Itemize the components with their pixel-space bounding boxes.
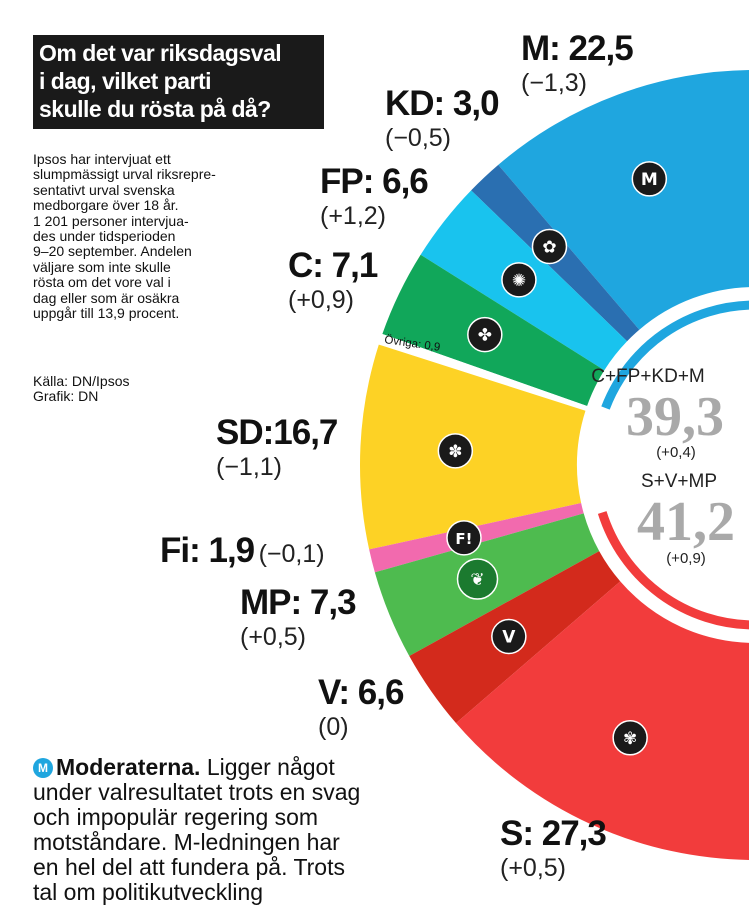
centerpartiet-clover-icon: ✤	[467, 316, 503, 353]
fi-logo-icon: F!	[446, 520, 482, 556]
slice-s	[456, 581, 749, 860]
icon-group: M ✿ ✺ ✤ ✽ F! ❦ V ✾	[437, 161, 668, 756]
party-name: S: 27,3	[500, 814, 607, 853]
party-name: MP: 7,3	[240, 583, 357, 622]
svg-text:✿: ✿	[542, 237, 556, 257]
commentary: M Moderaterna. Ligger något under valresu…	[33, 755, 363, 905]
slice-group	[359, 70, 749, 860]
commentary-text: Ligger något under valresultatet trots e…	[33, 754, 361, 905]
party-name: M: 22,5	[521, 29, 634, 68]
mp-dandelion-logo-icon: ❦	[456, 558, 499, 600]
slice-sd	[359, 344, 586, 550]
party-name: C: 7,1	[288, 246, 378, 285]
bloc-arc-right	[601, 300, 749, 410]
intro-text: Ipsos har intervjuat ett slumpmässigt ur…	[33, 151, 216, 322]
party-name: FP: 6,6	[320, 162, 429, 201]
party-name: KD: 3,0	[385, 84, 500, 123]
moderaterna-badge-icon: M	[33, 758, 53, 778]
bloc-right-value: 39,3	[626, 386, 724, 448]
party-change: (0)	[318, 713, 349, 741]
svg-text:✽: ✽	[448, 442, 462, 462]
commentary-heading: Moderaterna.	[56, 754, 201, 780]
title-line: skulle du rösta på då?	[39, 96, 271, 122]
bloc-right-label: C+FP+KD+M	[591, 366, 705, 387]
slice-ovr	[378, 333, 588, 411]
fp-logo-icon: ✺	[501, 262, 537, 298]
party-change: (+0,5)	[500, 854, 567, 882]
party-label-s: S: 27,3 (+0,5)	[500, 814, 607, 883]
party-label-fi: Fi: 1,9 (−0,1)	[160, 532, 325, 570]
party-change: (+1,2)	[320, 202, 387, 230]
svg-text:F!: F!	[455, 530, 472, 548]
title-line: Om det var riksdagsval	[39, 40, 282, 66]
party-name: SD:16,7	[216, 413, 338, 452]
slice-m	[498, 70, 749, 330]
chart-title: Om det var riksdagsval i dag, vilket par…	[33, 35, 324, 129]
bloc-left-change: (+0,9)	[666, 550, 706, 567]
bloc-right-change: (+0,4)	[656, 444, 696, 461]
party-name: Fi: 1,9	[160, 531, 255, 570]
svg-text:✾: ✾	[623, 729, 637, 749]
party-label-mp: MP: 7,3 (+0,5)	[240, 583, 357, 652]
party-label-m: M: 22,5 (−1,3)	[521, 29, 634, 98]
party-change: (−1,1)	[216, 453, 283, 481]
party-change: (−0,1)	[258, 540, 325, 568]
party-change: (−0,5)	[385, 124, 452, 152]
title-line: i dag, vilket parti	[39, 68, 212, 94]
party-label-fp: FP: 6,6 (+1,2)	[320, 162, 429, 231]
bloc-left-value: 41,2	[637, 491, 735, 553]
party-label-v: V: 6,6 (0)	[318, 673, 404, 742]
party-change: (+0,5)	[240, 623, 307, 651]
svg-text:M: M	[641, 170, 658, 190]
moderaterna-logo-icon: M	[631, 161, 668, 197]
svg-text:✺: ✺	[512, 271, 526, 291]
party-label-sd: SD:16,7 (−1,1)	[216, 413, 338, 482]
bloc-left-label: S+V+MP	[641, 471, 717, 492]
kd-flower-logo-icon: ✿	[531, 228, 568, 265]
sd-flower-logo-icon: ✽	[437, 433, 474, 469]
svg-text:❦: ❦	[470, 570, 484, 590]
party-change: (+0,9)	[288, 286, 355, 314]
svg-text:V: V	[502, 627, 516, 647]
bloc-arc-left	[597, 511, 749, 630]
svg-text:✤: ✤	[478, 326, 492, 346]
party-change: (−1,3)	[521, 69, 588, 97]
party-name: V: 6,6	[318, 673, 404, 712]
sap-rose-logo-icon: ✾	[612, 720, 648, 756]
vansterpartiet-logo-icon: V	[491, 618, 527, 655]
party-label-kd: KD: 3,0 (−0,5)	[385, 84, 500, 153]
party-label-c: C: 7,1 (+0,9)	[288, 246, 378, 315]
source-credit: Källa: DN/Ipsos Grafik: DN	[33, 373, 130, 405]
